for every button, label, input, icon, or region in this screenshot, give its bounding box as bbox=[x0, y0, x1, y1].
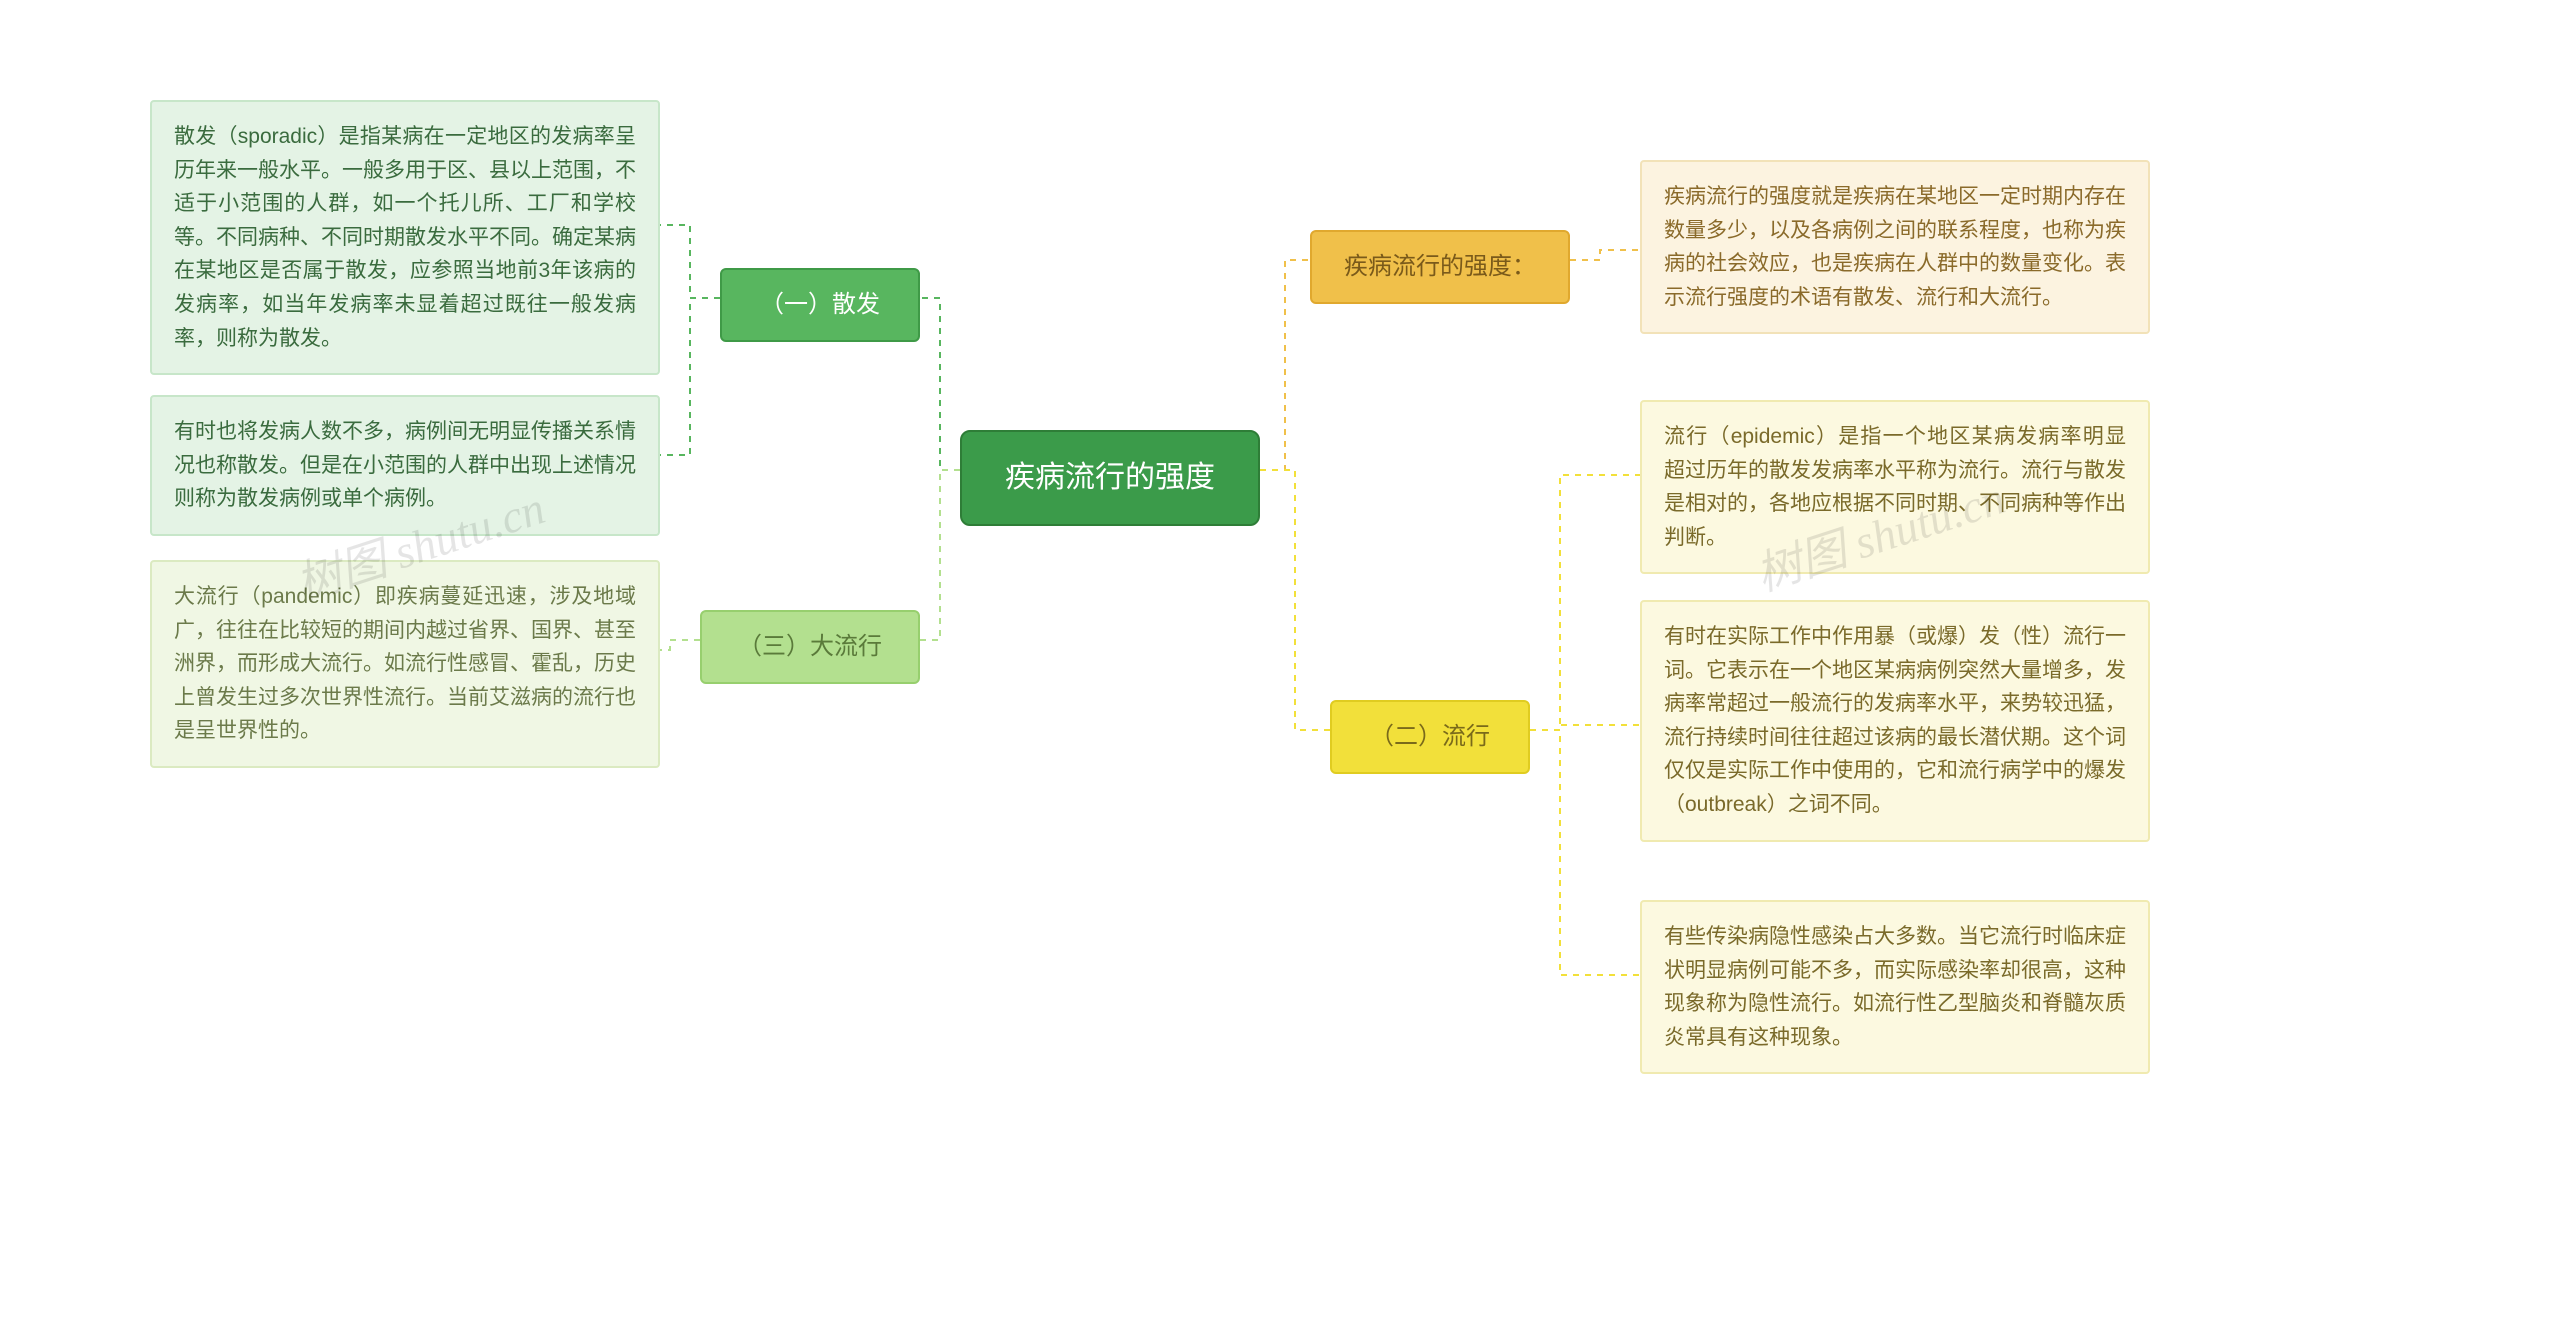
root-node[interactable]: 疾病流行的强度 bbox=[960, 430, 1260, 526]
leaf-b2l2: 有时在实际工作中作用暴（或爆）发（性）流行一词。它表示在一个地区某病病例突然大量… bbox=[1640, 600, 2150, 842]
branch-b2[interactable]: （二）流行 bbox=[1330, 700, 1530, 774]
leaf-b1l2: 有时也将发病人数不多，病例间无明显传播关系情况也称散发。但是在小范围的人群中出现… bbox=[150, 395, 660, 536]
branch-b0[interactable]: 疾病流行的强度： bbox=[1310, 230, 1570, 304]
branch-b1[interactable]: （一）散发 bbox=[720, 268, 920, 342]
leaf-b2l1: 流行（epidemic）是指一个地区某病发病率明显超过历年的散发发病率水平称为流… bbox=[1640, 400, 2150, 574]
leaf-b0l1: 疾病流行的强度就是疾病在某地区一定时期内存在数量多少，以及各病例之间的联系程度，… bbox=[1640, 160, 2150, 334]
leaf-b3l1: 大流行（pandemic）即疾病蔓延迅速，涉及地域广，往往在比较短的期间内越过省… bbox=[150, 560, 660, 768]
leaf-b2l3: 有些传染病隐性感染占大多数。当它流行时临床症状明显病例可能不多，而实际感染率却很… bbox=[1640, 900, 2150, 1074]
leaf-b1l1: 散发（sporadic）是指某病在一定地区的发病率呈历年来一般水平。一般多用于区… bbox=[150, 100, 660, 375]
branch-b3[interactable]: （三）大流行 bbox=[700, 610, 920, 684]
